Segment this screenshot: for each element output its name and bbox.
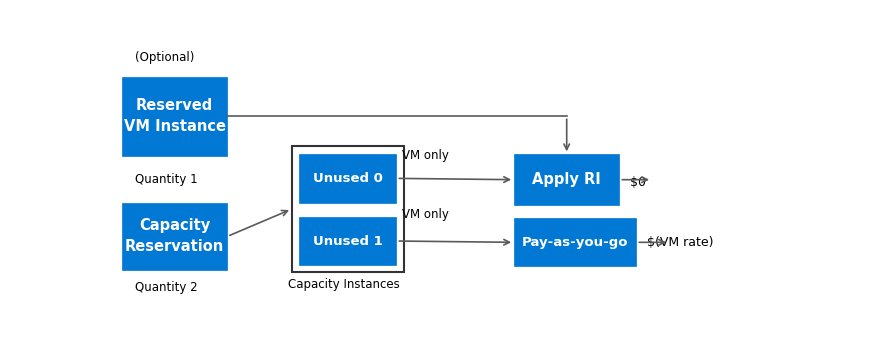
Text: $(VM rate): $(VM rate) bbox=[646, 237, 713, 250]
Text: VM only: VM only bbox=[403, 149, 449, 162]
FancyBboxPatch shape bbox=[292, 146, 404, 272]
FancyBboxPatch shape bbox=[122, 77, 227, 156]
FancyBboxPatch shape bbox=[299, 154, 396, 202]
Text: (Optional): (Optional) bbox=[135, 51, 195, 64]
FancyBboxPatch shape bbox=[299, 217, 396, 265]
Text: VM only: VM only bbox=[403, 208, 449, 221]
Text: Apply RI: Apply RI bbox=[532, 172, 601, 187]
Text: Unused 0: Unused 0 bbox=[313, 172, 382, 185]
Text: Quantity 2: Quantity 2 bbox=[135, 281, 198, 294]
Text: Capacity
Reservation: Capacity Reservation bbox=[125, 218, 225, 255]
Text: Capacity Instances: Capacity Instances bbox=[289, 278, 400, 291]
Text: Reserved
VM Instance: Reserved VM Instance bbox=[124, 98, 225, 134]
Text: $0: $0 bbox=[630, 176, 645, 190]
FancyBboxPatch shape bbox=[514, 218, 637, 266]
Text: Quantity 1: Quantity 1 bbox=[135, 173, 198, 185]
FancyBboxPatch shape bbox=[122, 202, 227, 271]
Text: Pay-as-you-go: Pay-as-you-go bbox=[522, 236, 629, 249]
FancyBboxPatch shape bbox=[514, 154, 619, 205]
Text: Unused 1: Unused 1 bbox=[313, 235, 382, 247]
